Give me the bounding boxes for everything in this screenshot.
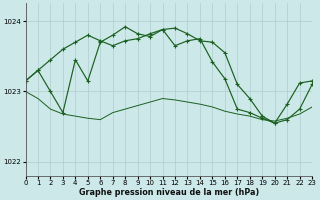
X-axis label: Graphe pression niveau de la mer (hPa): Graphe pression niveau de la mer (hPa) [79,188,259,197]
